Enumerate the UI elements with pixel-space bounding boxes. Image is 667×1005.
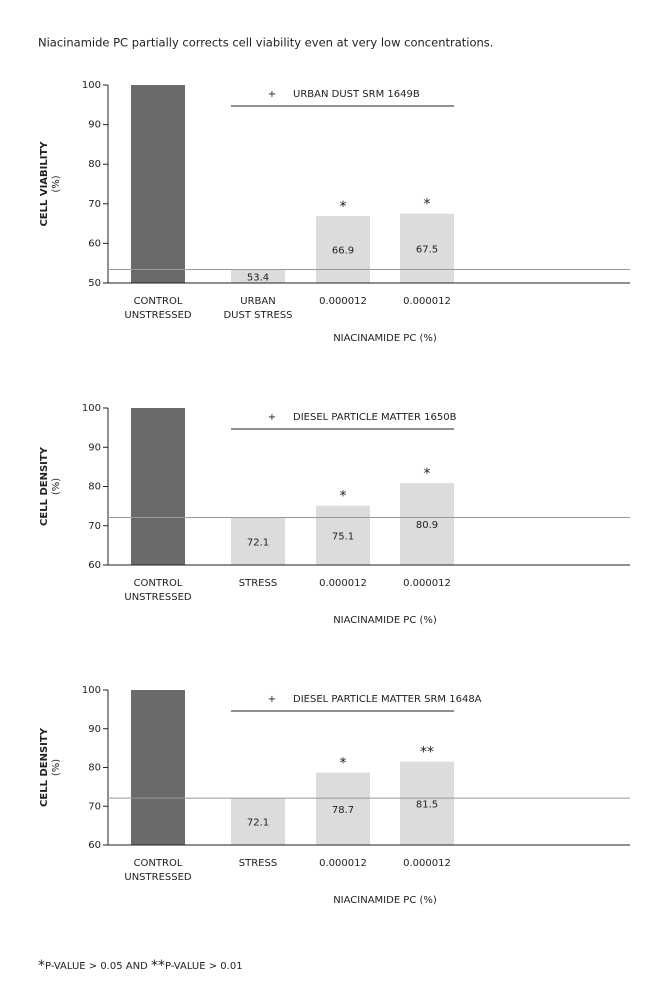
bar [400, 761, 454, 845]
y-tick-label: 100 [82, 80, 101, 91]
bar-value-label: 78.7 [332, 805, 354, 816]
annotation-text: URBAN DUST SRM 1649B [293, 89, 420, 100]
y-axis-unit: (%) [51, 175, 62, 192]
y-tick-label: 60 [88, 560, 101, 571]
y-tick-label: 70 [88, 801, 101, 812]
bar [131, 408, 185, 565]
bar [231, 517, 285, 565]
y-tick-label: 80 [88, 763, 101, 774]
bar-value-label: 53.4 [247, 272, 269, 283]
y-tick-label: 80 [88, 159, 101, 170]
y-tick-label: 100 [82, 403, 101, 414]
bar-value-label: 67.5 [416, 244, 438, 255]
x-tick-label: 0.000012 [403, 296, 451, 307]
significance-mark: * [424, 197, 431, 213]
y-axis-label: CELL DENSITY [39, 446, 50, 526]
significance-mark: * [340, 756, 347, 772]
x-tick-label: 0.000012 [319, 858, 367, 869]
y-tick-label: 70 [88, 521, 101, 532]
y-tick-label: 60 [88, 840, 101, 851]
x-tick-label: CONTROL [134, 858, 183, 869]
x-tick-label: 0.000012 [319, 578, 367, 589]
x-axis-label: NIACINAMIDE PC (%) [333, 333, 437, 344]
y-axis-unit: (%) [51, 759, 62, 776]
significance-mark: * [340, 489, 347, 505]
x-tick-label: UNSTRESSED [124, 592, 192, 603]
x-axis-label: NIACINAMIDE PC (%) [333, 615, 437, 626]
x-tick-label: 0.000012 [403, 578, 451, 589]
bar-value-label: 66.9 [332, 246, 354, 257]
significance-mark: * [340, 199, 347, 215]
bar-value-label: 80.9 [416, 520, 438, 531]
bar [400, 213, 454, 283]
annotation-text: DIESEL PARTICLE MATTER SRM 1648A [293, 694, 482, 705]
y-tick-label: 100 [82, 685, 101, 696]
heading: Niacinamide PC partially corrects cell v… [38, 36, 493, 50]
x-tick-label: STRESS [239, 858, 277, 869]
annotation-plus: + [268, 694, 276, 705]
bar-value-label: 75.1 [332, 531, 354, 542]
significance-mark: ** [420, 745, 434, 761]
annotation-plus: + [268, 412, 276, 423]
bar [400, 482, 454, 565]
bar [131, 85, 185, 283]
bar [231, 798, 285, 845]
bar [231, 269, 285, 283]
x-tick-label: CONTROL [134, 296, 183, 307]
bar [316, 216, 370, 283]
bar [131, 690, 185, 845]
y-axis-label: CELL VIABILITY [39, 141, 50, 227]
significance-mark: * [424, 466, 431, 482]
y-axis-label: CELL DENSITY [39, 727, 50, 807]
bar-value-label: 72.1 [247, 818, 269, 829]
y-tick-label: 90 [88, 724, 101, 735]
bar-value-label: 72.1 [247, 537, 269, 548]
y-tick-label: 90 [88, 442, 101, 453]
x-tick-label: CONTROL [134, 578, 183, 589]
x-tick-label: DUST STRESS [223, 310, 292, 321]
footnote-star: * [38, 958, 45, 974]
x-tick-label: 0.000012 [319, 296, 367, 307]
bar [316, 505, 370, 565]
bar-value-label: 81.5 [416, 799, 438, 810]
footnote-text: P-VALUE > 0.05 AND [45, 961, 151, 972]
annotation-plus: + [268, 89, 276, 100]
x-tick-label: UNSTRESSED [124, 872, 192, 883]
y-axis-unit: (%) [51, 478, 62, 495]
x-tick-label: UNSTRESSED [124, 310, 192, 321]
y-tick-label: 90 [88, 120, 101, 131]
x-tick-label: URBAN [240, 296, 275, 307]
x-tick-label: STRESS [239, 578, 277, 589]
footnote-star: ** [151, 958, 165, 974]
y-tick-label: 70 [88, 199, 101, 210]
annotation-text: DIESEL PARTICLE MATTER 1650B [293, 412, 457, 423]
x-axis-label: NIACINAMIDE PC (%) [333, 895, 437, 906]
footnote: *P-VALUE > 0.05 AND **P-VALUE > 0.01 [38, 958, 243, 974]
bar [316, 772, 370, 845]
x-tick-label: 0.000012 [403, 858, 451, 869]
y-tick-label: 60 [88, 238, 101, 249]
footnote-text: P-VALUE > 0.01 [165, 961, 243, 972]
y-tick-label: 50 [88, 278, 101, 289]
y-tick-label: 80 [88, 482, 101, 493]
